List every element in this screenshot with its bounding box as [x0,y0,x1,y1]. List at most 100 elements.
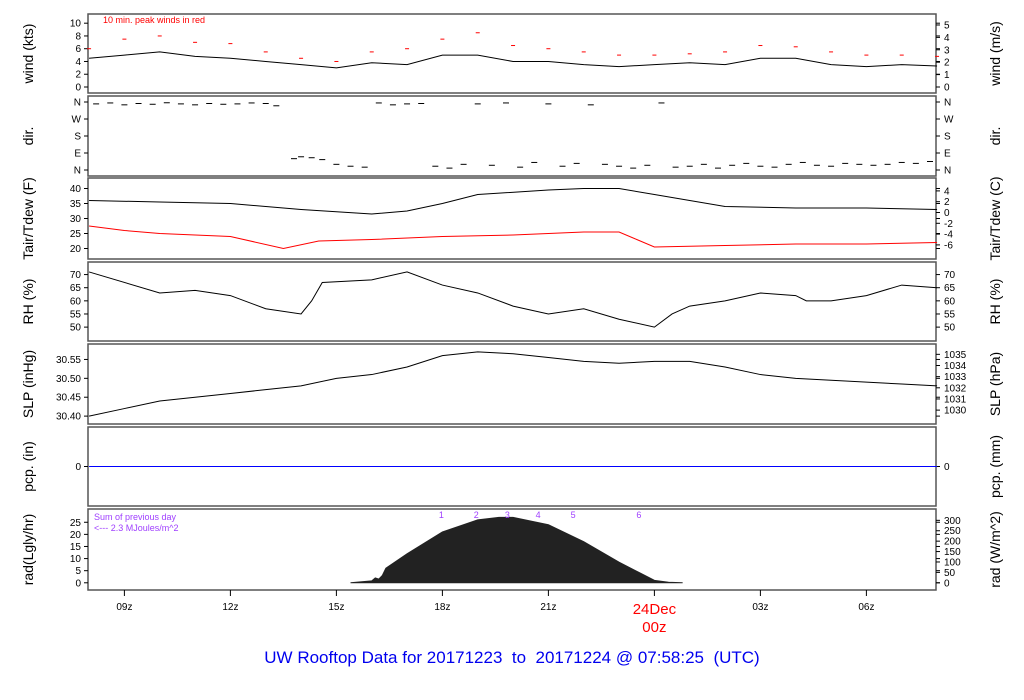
y-tick-label: 30.55 [56,355,81,366]
y-tick-label-right: 2 [944,197,950,208]
left-axis-label: wind (kts) [20,24,36,85]
y-tick-label-right: 150 [944,547,961,558]
y-tick-label-right: 200 [944,537,961,548]
y-tick-label: 0 [75,462,81,473]
x-tick-label: 09z [116,602,132,613]
y-tick-label-right: 0 [944,462,950,473]
y-tick-label: 15 [70,542,82,553]
right-axis-label: SLP (hPa) [987,352,1003,416]
y-tick-label-right: 70 [944,270,956,281]
y-tick-label-right: 55 [944,309,956,320]
right-axis-label: wind (m/s) [987,21,1003,87]
panel-frame [87,261,937,342]
y-tick-label: 0 [75,83,81,94]
left-axis-label: pcp. (in) [20,441,36,492]
y-tick-label: 25 [70,229,82,240]
right-axis-label: pcp. (mm) [987,435,1003,498]
y-tick-label-right: 50 [944,568,956,579]
y-tick-label-right: -4 [944,230,953,241]
y-tick-label: 30 [70,214,82,225]
cumulative-marker: 3 [505,510,510,520]
annotation: Sum of previous day [94,512,177,522]
y-tick-label-right: -6 [944,240,953,251]
y-tick-label-right: 50 [944,323,956,334]
panel-frame [87,177,937,260]
y-tick-label: 2 [75,70,81,81]
y-tick-label-right: 1 [944,70,950,81]
y-tick-label-right: E [944,149,951,160]
left-axis-label: rad(Lgly/hr) [20,514,36,586]
y-tick-label: 65 [70,283,82,294]
right-axis-label: dir. [987,127,1003,146]
y-tick-label-right: 3 [944,45,950,56]
annotation: <--- 2.3 MJoules/m^2 [94,523,179,533]
y-tick-label: 5 [75,566,81,577]
y-tick-label: N [74,166,81,177]
y-tick-label-right: 60 [944,296,956,307]
y-tick-label: 30.45 [56,393,81,404]
y-tick-label: 55 [70,309,82,320]
x-tick-label: 12z [222,602,238,613]
series-line [89,51,938,69]
y-tick-label-right: 4 [944,33,950,44]
y-tick-label-right: 2 [944,58,950,69]
series-line [88,271,938,328]
y-tick-label: W [72,115,82,126]
cumulative-marker: 5 [571,510,576,520]
cumulative-marker: 4 [536,510,541,520]
chart-title: UW Rooftop Data for 20171223 to 20171224… [264,648,760,667]
panel-frame [87,508,937,591]
y-tick-label-right: 1035 [944,350,967,361]
y-tick-label: 60 [70,296,82,307]
y-tick-label-right: S [944,132,951,143]
right-axis-label: rad (W/m^2) [987,511,1003,588]
cumulative-marker: 1 [439,510,444,520]
y-tick-label: 10 [70,554,82,565]
y-tick-label: 30.50 [56,374,81,385]
y-tick-label-right: 0 [944,578,950,589]
y-tick-label-right: -2 [944,219,953,230]
x-tick-label: 21z [540,602,556,613]
left-axis-label: Tair/Tdew (F) [20,177,36,259]
y-tick-label: N [74,98,81,109]
y-tick-label: 6 [75,44,81,55]
y-tick-label-right: 250 [944,526,961,537]
y-tick-label: S [74,132,81,143]
y-tick-label-right: 5 [944,20,950,31]
x-tick-label: 15z [328,602,344,613]
y-tick-label-right: 0 [944,208,950,219]
radiation-area [350,516,683,584]
panel-frame [87,13,937,94]
x-tick-label: 18z [434,602,450,613]
x-tick-label: 06z [858,602,874,613]
day-label-time: 00z [642,619,666,636]
y-tick-label-right: 1031 [944,394,967,405]
y-tick-label: 40 [70,184,82,195]
y-tick-label-right: 1030 [944,406,967,417]
y-tick-label: 0 [75,578,81,589]
y-tick-label: 25 [70,518,82,529]
cumulative-marker: 2 [474,510,479,520]
y-tick-label: 50 [70,323,82,334]
y-tick-label-right: 0 [944,83,950,94]
y-tick-label-right: N [944,166,951,177]
right-axis-label: RH (%) [987,279,1003,325]
day-label: 24Dec [633,601,677,618]
y-tick-label: 10 [70,19,82,30]
series-line [88,225,938,250]
y-tick-label-right: 1034 [944,361,967,372]
y-tick-label-right: 4 [944,186,950,197]
y-tick-label: 20 [70,244,82,255]
y-tick-label: 70 [70,270,82,281]
right-axis-label: Tair/Tdew (C) [987,176,1003,260]
cumulative-marker: 6 [636,510,641,520]
series-line [88,351,938,417]
x-tick-label: 03z [752,602,768,613]
y-tick-label-right: 100 [944,557,961,568]
series-line [89,188,938,215]
panel-frame [87,343,937,425]
y-tick-label-right: 65 [944,283,956,294]
y-tick-label: 4 [75,57,81,68]
y-tick-label: 30.40 [56,412,81,423]
